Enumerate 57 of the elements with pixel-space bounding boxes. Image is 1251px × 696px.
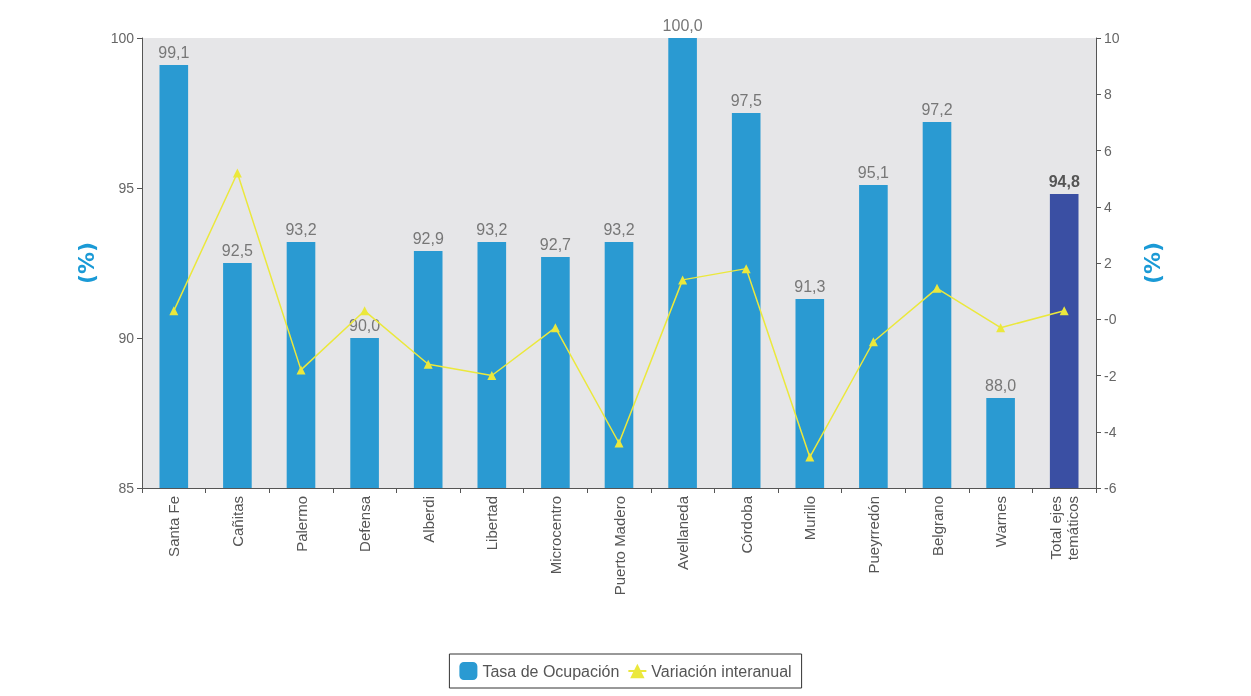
legend-label: Tasa de Ocupación [482, 662, 620, 680]
y2-tick-label: 10 [1104, 30, 1120, 46]
y2-tick-label: 6 [1104, 142, 1112, 159]
y2-tick-label: 8 [1104, 86, 1112, 103]
data-label: 94,8 [1048, 172, 1080, 190]
x-tick-label: Palermo [292, 496, 310, 552]
data-label: 93,2 [476, 220, 508, 238]
data-label: 100,0 [662, 16, 703, 34]
point [550, 323, 560, 333]
point [487, 371, 497, 380]
y-tick-label: 95 [118, 180, 135, 196]
data-label: 97,5 [730, 91, 762, 109]
point [868, 337, 878, 347]
point [614, 438, 624, 448]
x-tick-label: Cañitas [228, 496, 246, 547]
x-tick-label: Avellaneda [674, 495, 692, 570]
y2-tick-label: -6 [1104, 480, 1117, 496]
data-label: 97,2 [921, 100, 953, 118]
y2-tick-label: -0 [1104, 311, 1117, 328]
data-label: 92,5 [221, 241, 254, 259]
y2-tick-label: -2 [1104, 367, 1117, 384]
x-tick-label: Defensa [356, 495, 374, 552]
point [805, 452, 815, 462]
point [423, 359, 433, 369]
point [296, 365, 306, 375]
y2-tick-label: 4 [1104, 198, 1112, 215]
y2-axis-title: (%) [1139, 241, 1165, 285]
x-tick-label: Microcentro [546, 496, 564, 575]
data-label: 90,0 [349, 316, 381, 334]
x-tick-label: Pueyrredón [864, 496, 882, 574]
y2-tick-label: -4 [1104, 423, 1117, 440]
y-tick-label: 85 [118, 480, 135, 496]
x-tick-label: Total ejes temáticos [1047, 496, 1082, 561]
legend-label: Variación interanual [651, 662, 792, 680]
point [232, 168, 242, 178]
point [932, 283, 942, 293]
y-tick-label: 90 [118, 330, 135, 346]
x-tick-label: Alberdi [419, 496, 437, 543]
data-label: 93,2 [603, 220, 635, 238]
data-label: 88,0 [985, 376, 1017, 394]
data-label: 99,1 [158, 43, 190, 61]
data-label: 92,7 [539, 235, 572, 253]
x-tick-label: Puerto Madero [610, 496, 628, 596]
data-label: 93,2 [285, 220, 317, 238]
x-tick-label: Murillo [801, 496, 819, 541]
data-label: 95,1 [857, 163, 890, 181]
y2-tick-label: 2 [1104, 255, 1112, 271]
x-tick-label: Córdoba [737, 495, 755, 554]
x-tick-label: Libertad [483, 496, 501, 551]
data-label: 91,3 [794, 277, 826, 295]
x-tick-label: Warnes [992, 496, 1010, 548]
x-tick-label: Santa Fe [165, 496, 183, 557]
y-axis-title: (%) [73, 241, 99, 285]
point [996, 323, 1006, 333]
y-tick-label: 100 [110, 30, 135, 46]
x-tick-label: Belgrano [928, 496, 946, 557]
data-label: 92,9 [412, 229, 444, 247]
